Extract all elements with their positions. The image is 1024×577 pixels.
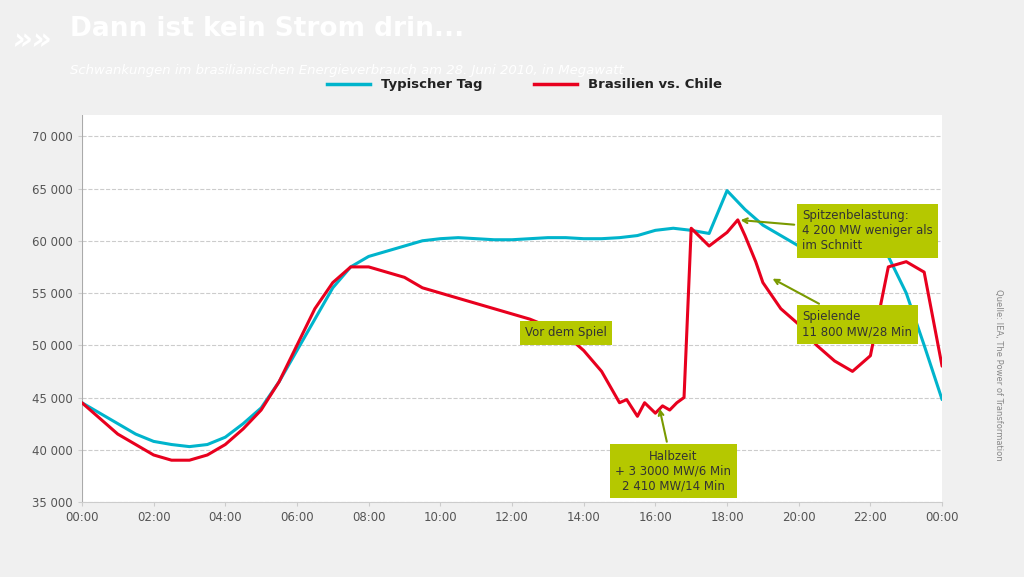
Text: Quelle: IEA, The Power of Transformation: Quelle: IEA, The Power of Transformation [994,289,1002,461]
Text: Schwankungen im brasilianischen Energieverbrauch am 28. Juni 2010, in Megawatt: Schwankungen im brasilianischen Energiev… [70,65,624,77]
Text: Typischer Tag: Typischer Tag [381,78,482,91]
Text: Halbzeit
+ 3 3000 MW/6 Min
2 410 MW/14 Min: Halbzeit + 3 3000 MW/6 Min 2 410 MW/14 M… [615,411,731,493]
Text: »»: »» [12,26,52,55]
Text: Vor dem Spiel: Vor dem Spiel [525,326,606,339]
Text: Spitzenbelastung:
4 200 MW weniger als
im Schnitt: Spitzenbelastung: 4 200 MW weniger als i… [742,209,933,252]
Text: Spielende
11 800 MW/28 Min: Spielende 11 800 MW/28 Min [774,280,912,338]
Text: Brasilien vs. Chile: Brasilien vs. Chile [588,78,722,91]
Text: Dann ist kein Strom drin...: Dann ist kein Strom drin... [70,16,464,42]
